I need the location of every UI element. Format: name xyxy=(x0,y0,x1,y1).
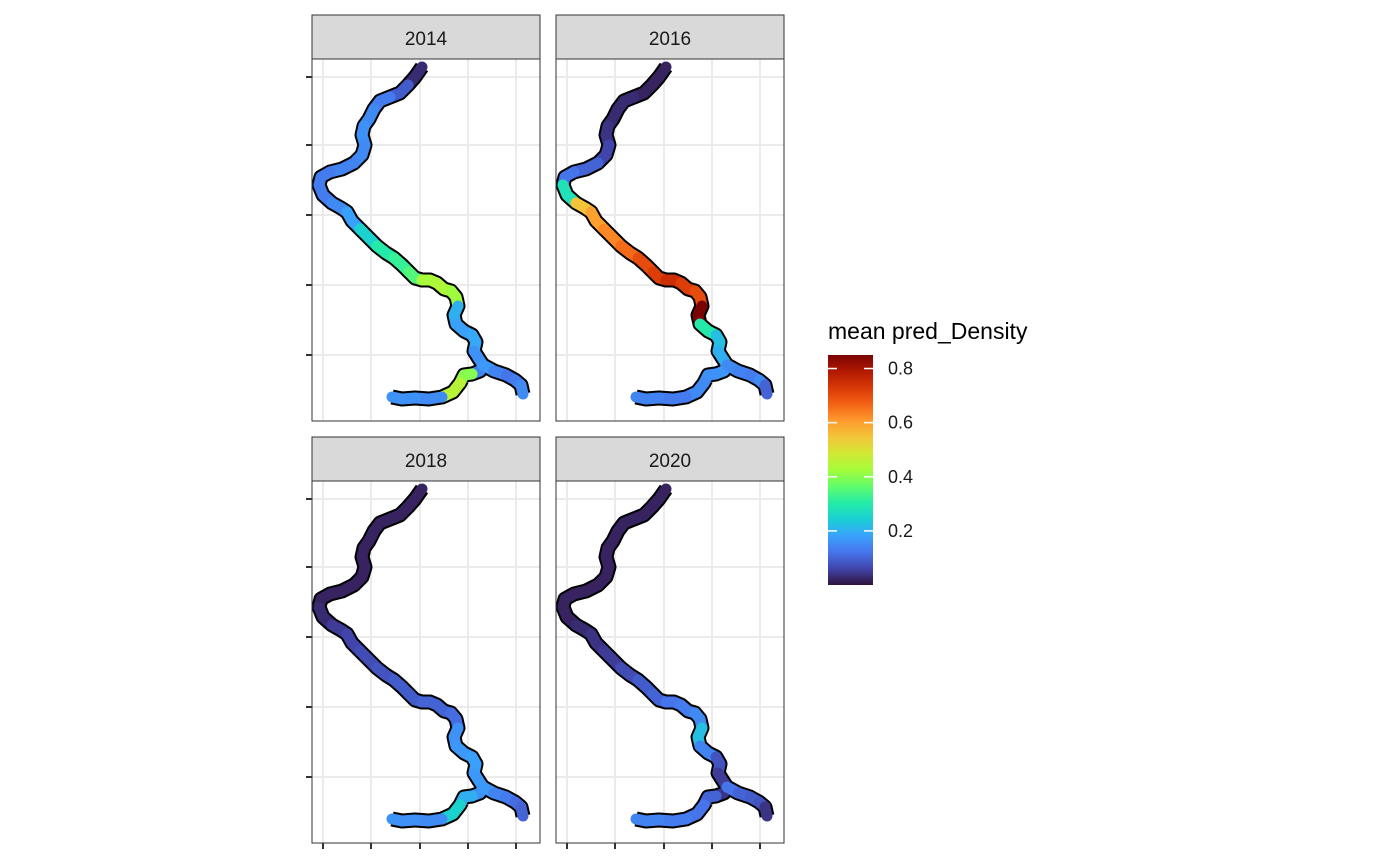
legend-tick-label: 0.6 xyxy=(888,413,913,433)
panel-border xyxy=(555,480,785,844)
facet-panel: 2016 xyxy=(555,14,785,422)
legend-tick-label: 0.8 xyxy=(888,359,913,379)
color-legend: mean pred_Density 0.2 0.4 0.6 0.8 xyxy=(828,318,1028,585)
facet-strip-label: 2020 xyxy=(649,451,691,472)
legend-ticks: 0.2 0.4 0.6 0.8 xyxy=(828,359,913,541)
legend-title: mean pred_Density xyxy=(828,318,1028,344)
river-segment xyxy=(386,391,421,405)
legend-tick-label: 0.4 xyxy=(888,467,913,487)
river-segment xyxy=(386,813,421,827)
facet-panel: 2014 xyxy=(306,14,541,422)
facet-strip xyxy=(555,436,785,482)
legend-colorbar xyxy=(828,355,873,585)
panel-border xyxy=(311,58,541,422)
river-segment xyxy=(759,379,773,400)
facet-panel: 2020 xyxy=(555,436,785,849)
facet-panels: 2014 2016 2018 2020 xyxy=(306,14,785,849)
panel-background xyxy=(556,481,784,843)
facet-strip xyxy=(311,14,541,60)
river-segment xyxy=(759,801,773,822)
facet-strip xyxy=(555,14,785,60)
river-segment xyxy=(515,801,529,822)
facet-strip-label: 2016 xyxy=(649,29,691,50)
legend-tick-label: 0.2 xyxy=(888,521,913,541)
facet-strip-label: 2018 xyxy=(405,451,447,472)
panel-border xyxy=(311,480,541,844)
panel-background xyxy=(556,59,784,421)
river-segment xyxy=(515,379,529,400)
panel-background xyxy=(312,59,540,421)
facet-strip-label: 2014 xyxy=(405,29,448,50)
panel-background xyxy=(312,481,540,843)
panel-border xyxy=(555,58,785,422)
river-segment xyxy=(630,391,665,405)
river-segment xyxy=(630,813,665,827)
facet-panel: 2018 xyxy=(306,436,541,849)
